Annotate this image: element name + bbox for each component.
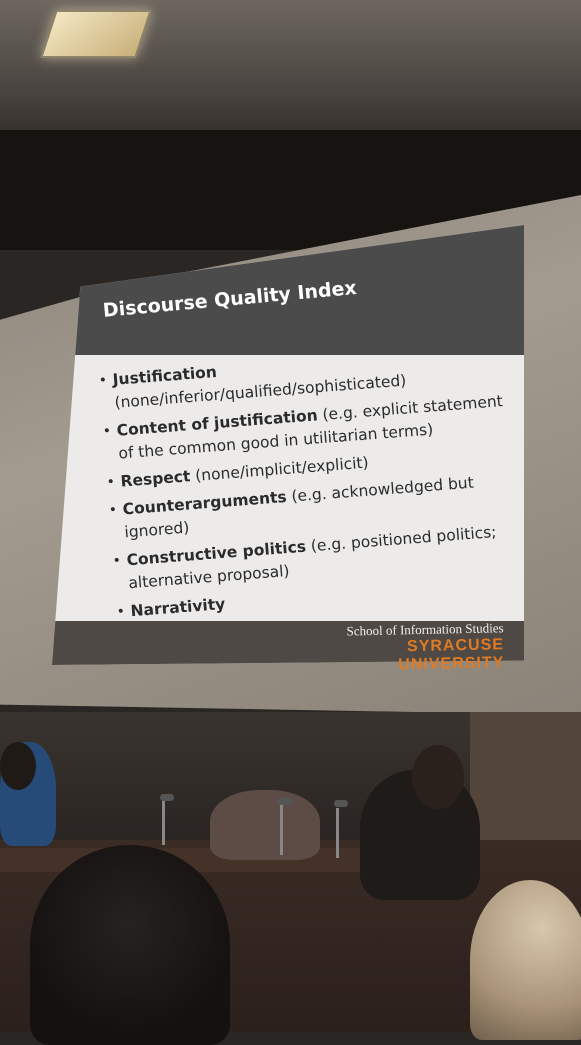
microphone-stand (162, 800, 165, 845)
microphone-stand (336, 808, 339, 858)
microphone-stand (280, 805, 283, 855)
bullet-term: Counterarguments (122, 487, 288, 519)
bullet-term: Respect (119, 467, 192, 491)
bullet-term: Narrativity (129, 594, 226, 621)
university-name: SYRACUSE UNIVERSITY (398, 636, 505, 674)
audience-head (30, 845, 230, 1045)
slide-footer-band (52, 621, 524, 665)
microphone-icon (160, 794, 174, 801)
bullet-detail: (none/implicit/explicit) (194, 453, 370, 485)
bullet-term: Justification (112, 362, 218, 389)
ceiling-light (40, 10, 152, 58)
panelist-left-head (0, 742, 36, 790)
slide-branding: School of Information Studies SYRACUSE U… (333, 620, 504, 676)
bullet-list: Justification (none/inferior/qualified/s… (98, 338, 537, 629)
audience-head-right (470, 880, 581, 1040)
microphone-icon (334, 800, 348, 807)
microphone-icon (278, 798, 292, 805)
panelist-right-head (412, 745, 464, 809)
panelist-center (210, 790, 320, 860)
